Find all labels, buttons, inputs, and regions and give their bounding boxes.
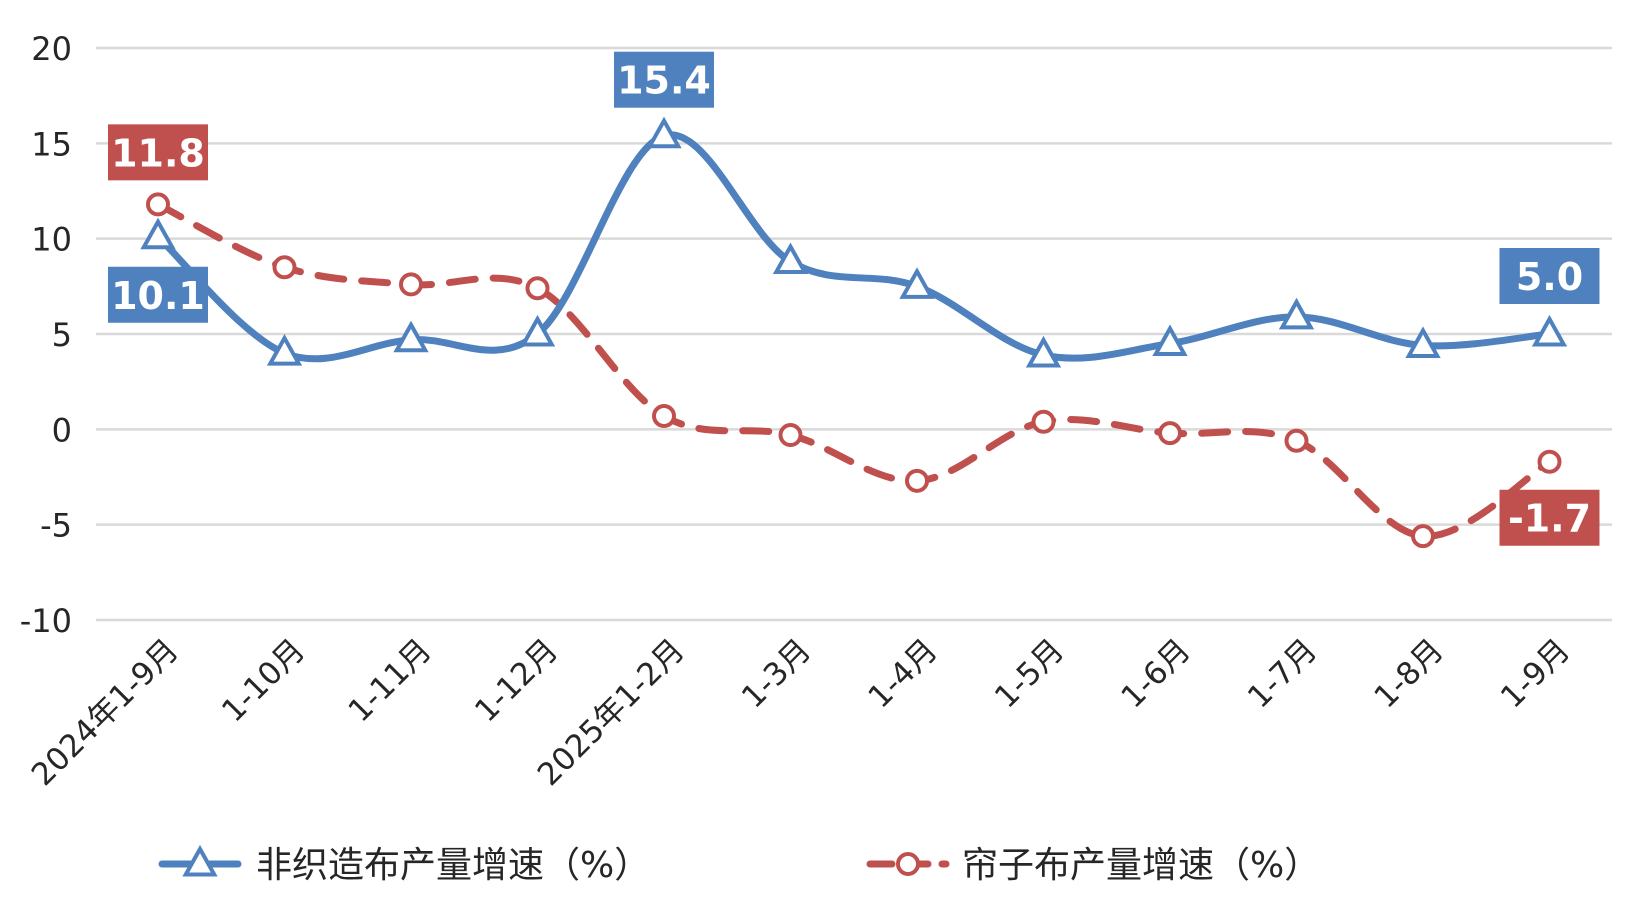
nonwoven-point [1025,335,1062,368]
y-tick-label: -5 [40,507,72,545]
legend-triangle-marker [182,844,218,877]
cord-fabric-point [1284,428,1309,453]
legend-circle-marker [896,852,920,876]
data-label: 11.8 [108,124,208,181]
cord-fabric-point [905,468,929,493]
y-tick-label: 20 [31,30,72,68]
cord-fabric-point [272,255,297,280]
cord-fabric-point [778,423,803,448]
nonwoven-series-line [154,131,1553,363]
x-tick-label: 1-11月 [342,632,439,729]
nonwoven-point [140,217,176,250]
data-label-box [108,124,208,181]
data-label: -1.7 [1499,489,1600,546]
data-label-text: 15.4 [617,59,711,103]
data-label: 15.4 [614,51,714,108]
cord-fabric-point [1158,421,1182,446]
x-tick-label: 1-5月 [988,632,1071,715]
legend-item-nonwoven: 非织造布产量增速（%） [158,844,650,886]
cord-fabric-point [146,192,170,217]
x-tick-label: 1-9月 [1494,632,1577,715]
cord-fabric-series-line [154,200,1553,540]
y-tick-label: 0 [52,411,72,449]
nonwoven-point [646,116,682,149]
legend-item-cord-fabric: 帘子布产量增速（%） [866,845,1320,886]
x-tick-label: 1-7月 [1241,632,1324,715]
cord-fabric-point [399,272,423,297]
data-label-text: 5.0 [1516,255,1583,299]
cord-fabric-point [1031,409,1056,434]
x-tick-label: 1-3月 [735,632,818,715]
legend-label: 非织造布产量增速（%） [256,845,650,886]
y-tick-label: 15 [31,125,72,163]
data-label-box [614,51,714,108]
data-label-text: -1.7 [1508,497,1591,541]
nonwoven-point [899,267,935,299]
nonwoven-point [266,333,303,366]
cord-fabric-point [652,403,676,428]
data-label-box [108,266,208,323]
legend-label: 帘子布产量增速（%） [962,845,1320,886]
nonwoven-point [1531,314,1568,347]
data-label-box [1499,248,1600,304]
nonwoven-point [772,242,809,275]
nonwoven-point [1278,297,1315,330]
data-label: 10.1 [108,266,208,323]
x-tick-label: 1-8月 [1367,632,1450,715]
data-label: 5.0 [1499,248,1600,304]
x-tick-label: 1-10月 [215,632,312,729]
x-tick-label: 1-4月 [861,632,944,715]
cord-fabric-point [1537,449,1562,474]
x-tick-label: 1-6月 [1114,632,1197,715]
cord-fabric-point [525,276,550,301]
data-label-box [1499,489,1600,546]
y-tick-label: -10 [20,602,72,640]
cord-fabric-point [1411,524,1435,549]
nonwoven-point [519,314,556,347]
nonwoven-point [393,320,429,353]
y-tick-label: 10 [31,221,72,259]
x-tick-label: 2024年1-9月 [25,632,186,793]
data-label-text: 11.8 [111,131,205,175]
y-tick-label: 5 [52,316,72,354]
nonwoven-point [1405,326,1441,358]
x-tick-label: 1-12月 [468,632,565,729]
nonwoven-point [1152,324,1188,357]
data-label-text: 10.1 [111,274,205,318]
